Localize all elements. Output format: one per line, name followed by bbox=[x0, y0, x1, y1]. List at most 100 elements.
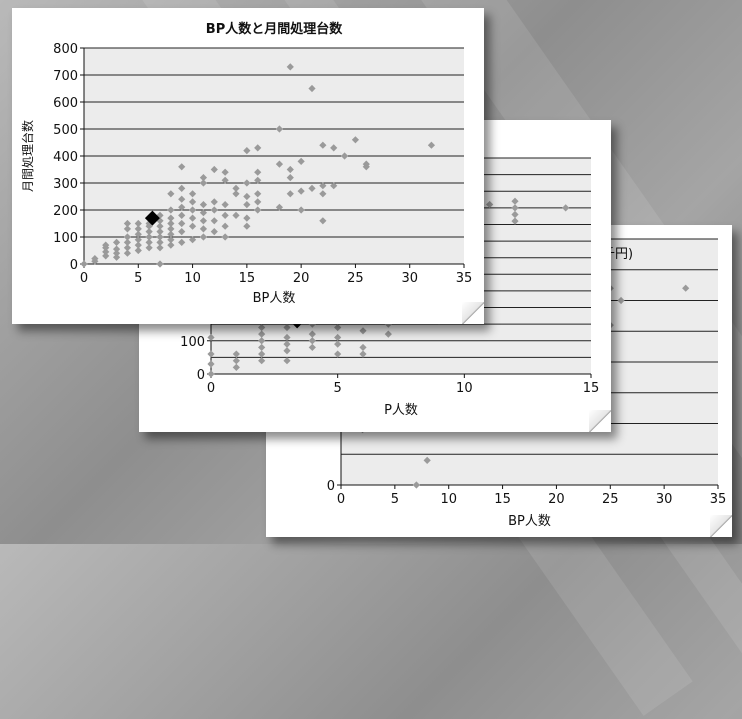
data-point bbox=[134, 230, 142, 238]
data-point bbox=[156, 238, 164, 246]
data-point bbox=[123, 249, 132, 257]
data-point bbox=[283, 340, 291, 348]
data-point bbox=[178, 163, 186, 171]
y-tick-label: 100 bbox=[180, 335, 205, 350]
data-point bbox=[134, 225, 142, 233]
data-point bbox=[188, 206, 197, 214]
data-point bbox=[178, 228, 186, 236]
data-point bbox=[145, 233, 153, 241]
data-point bbox=[167, 225, 175, 233]
data-point bbox=[167, 214, 175, 222]
data-point bbox=[221, 222, 229, 230]
data-point bbox=[254, 190, 262, 198]
data-point bbox=[199, 217, 208, 225]
data-point bbox=[156, 244, 164, 252]
data-point bbox=[297, 187, 305, 195]
data-point bbox=[207, 370, 215, 378]
data-point bbox=[199, 233, 208, 241]
data-point bbox=[359, 327, 367, 335]
data-point bbox=[156, 233, 164, 241]
data-point bbox=[123, 238, 132, 246]
y-tick-label: 700 bbox=[53, 69, 78, 84]
data-point bbox=[178, 184, 186, 192]
data-point bbox=[486, 200, 494, 209]
data-point bbox=[221, 176, 229, 184]
y-axis-label: 月間処理台数 bbox=[20, 120, 35, 192]
data-point bbox=[167, 219, 175, 228]
data-point bbox=[319, 217, 327, 225]
data-point bbox=[297, 206, 305, 214]
x-tick-label: 0 bbox=[80, 271, 88, 286]
data-point bbox=[188, 214, 197, 222]
data-point bbox=[199, 179, 208, 187]
data-point bbox=[359, 350, 367, 358]
data-point bbox=[134, 241, 142, 249]
data-point bbox=[156, 222, 164, 230]
data-point bbox=[511, 204, 519, 212]
data-point bbox=[308, 337, 316, 345]
data-point bbox=[283, 333, 291, 342]
data-point bbox=[562, 204, 570, 212]
data-point bbox=[351, 136, 360, 144]
data-point bbox=[167, 241, 175, 249]
data-point bbox=[243, 201, 251, 209]
data-point bbox=[178, 195, 186, 203]
y-tick-label: 0 bbox=[327, 479, 335, 494]
data-point bbox=[102, 241, 110, 249]
data-point bbox=[243, 192, 251, 201]
y-tick-label: 600 bbox=[53, 96, 78, 111]
data-point bbox=[112, 253, 121, 261]
data-point bbox=[112, 238, 121, 246]
data-point bbox=[511, 210, 519, 219]
x-tick-label: 10 bbox=[440, 492, 457, 507]
data-point bbox=[207, 360, 215, 368]
data-point bbox=[167, 230, 175, 238]
data-point bbox=[286, 63, 294, 71]
data-point bbox=[210, 217, 218, 225]
data-point bbox=[102, 248, 110, 256]
data-point bbox=[221, 201, 229, 209]
data-point bbox=[511, 217, 519, 225]
data-point bbox=[134, 246, 142, 255]
data-point bbox=[178, 219, 186, 228]
data-point bbox=[275, 125, 284, 133]
data-point bbox=[254, 176, 262, 184]
x-tick-label: 35 bbox=[456, 271, 473, 286]
data-point bbox=[258, 337, 266, 345]
data-point bbox=[134, 236, 142, 244]
data-point bbox=[188, 236, 197, 244]
x-axis-label: BP人数 bbox=[508, 514, 551, 529]
data-point bbox=[167, 206, 175, 214]
data-point bbox=[145, 244, 153, 252]
x-tick-label: 5 bbox=[134, 271, 142, 286]
x-tick-label: 15 bbox=[583, 381, 600, 396]
data-point bbox=[283, 347, 291, 355]
x-tick-label: 15 bbox=[494, 492, 511, 507]
x-tick-label: 30 bbox=[401, 271, 418, 286]
x-tick-label: 20 bbox=[548, 492, 565, 507]
data-point bbox=[156, 228, 164, 236]
data-point bbox=[178, 203, 186, 211]
x-tick-label: 0 bbox=[207, 381, 215, 396]
data-point bbox=[319, 141, 327, 149]
data-point bbox=[682, 284, 690, 292]
data-point bbox=[123, 225, 132, 233]
data-point bbox=[275, 160, 284, 168]
y-tick-label: 300 bbox=[53, 177, 78, 192]
data-point bbox=[221, 168, 229, 176]
data-point bbox=[340, 152, 349, 160]
data-point bbox=[243, 222, 251, 230]
data-point bbox=[207, 333, 215, 342]
data-point bbox=[427, 141, 436, 149]
data-point bbox=[334, 323, 342, 332]
data-point bbox=[232, 190, 240, 198]
data-point bbox=[188, 190, 197, 198]
data-point bbox=[145, 238, 153, 246]
data-point bbox=[178, 238, 186, 246]
y-tick-label: 100 bbox=[53, 231, 78, 246]
x-tick-label: 25 bbox=[347, 271, 364, 286]
x-tick-label: 5 bbox=[334, 381, 342, 396]
data-point bbox=[199, 174, 208, 182]
data-point bbox=[221, 233, 229, 241]
data-point bbox=[210, 165, 218, 174]
